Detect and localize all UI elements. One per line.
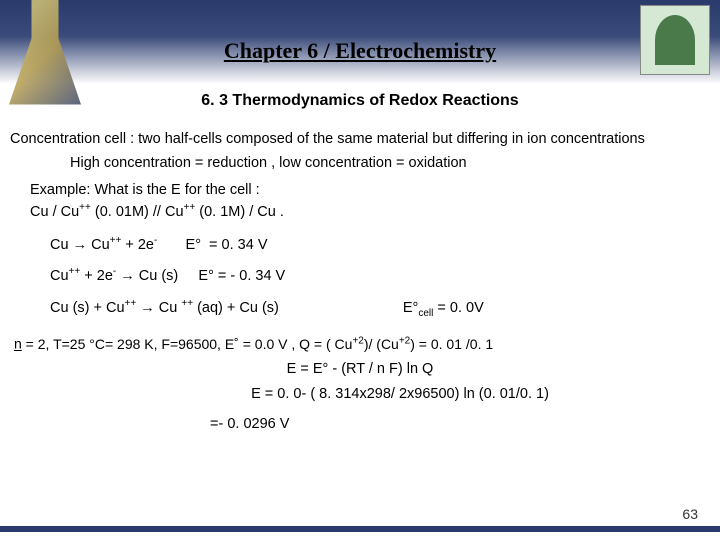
page-number: 63 — [682, 506, 698, 522]
footer-bar — [0, 526, 720, 532]
parameters-line: n = 2, T=25 °C= 298 K, F=96500, E˚ = 0.0… — [14, 334, 706, 354]
example-prompt: Example: What is the E for the cell : — [30, 181, 710, 201]
n-underline: n — [14, 336, 22, 352]
params-text: = 2, T=25 °C= 298 K, F=96500, E˚ = 0.0 V… — [22, 336, 493, 352]
half-reactions: Cu → Cu++ + 2e- E° = 0. 34 V Cu++ + 2e- … — [50, 234, 710, 287]
chapter-title: Chapter 6 / Electrochemistry — [0, 38, 720, 64]
example-block: Example: What is the E for the cell : Cu… — [30, 181, 710, 222]
cell-notation: Cu / Cu++ (0. 01M) // Cu++ (0. 1M) / Cu … — [30, 201, 710, 222]
header-banner: Chapter 6 / Electrochemistry 6. 3 Thermo… — [0, 0, 720, 120]
half-reaction-2: Cu++ + 2e- → Cu (s) E° = - 0. 34 V — [50, 265, 710, 286]
section-title: 6. 3 Thermodynamics of Redox Reactions — [0, 92, 720, 110]
rule-text: High concentration = reduction , low con… — [70, 154, 710, 174]
nernst-equation: E = E° - (RT / n F) ln Q — [10, 360, 710, 380]
overall-reaction: Cu (s) + Cu++ → Cu ++ (aq) + Cu (s) E°ce… — [50, 297, 710, 320]
half-reaction-1: Cu → Cu++ + 2e- E° = 0. 34 V — [50, 234, 710, 255]
result-line: =- 0. 0296 V — [210, 415, 710, 435]
calculation-line: E = 0. 0- ( 8. 314x298/ 2x96500) ln (0. … — [90, 385, 710, 405]
definition-text: Concentration cell : two half-cells comp… — [10, 130, 710, 150]
slide-content: Concentration cell : two half-cells comp… — [0, 120, 720, 434]
